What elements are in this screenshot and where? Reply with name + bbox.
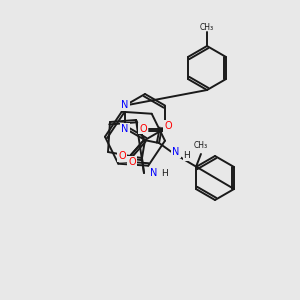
Text: CH₃: CH₃ — [194, 140, 208, 149]
Text: H: H — [162, 169, 168, 178]
Text: N: N — [150, 168, 158, 178]
Text: N: N — [122, 124, 129, 134]
Text: N: N — [122, 100, 129, 110]
Text: O: O — [164, 121, 172, 131]
Text: H: H — [184, 152, 190, 160]
Text: CH₃: CH₃ — [200, 22, 214, 32]
Text: O: O — [139, 124, 147, 134]
Text: O: O — [128, 157, 136, 167]
Text: O: O — [118, 151, 126, 161]
Text: N: N — [172, 147, 180, 157]
